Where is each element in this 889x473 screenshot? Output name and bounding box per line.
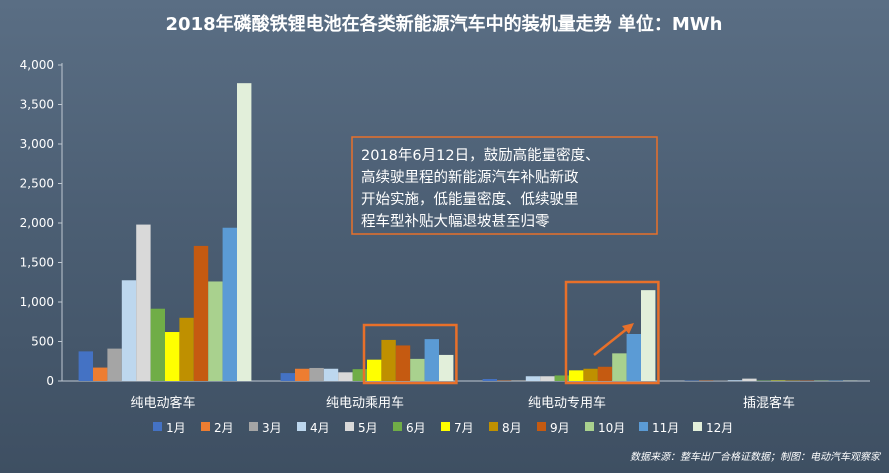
bar [208,281,223,381]
y-tick-label: 3,000 [20,137,54,151]
bar [439,354,454,381]
legend-label: 4月 [310,421,330,435]
bar [93,367,108,381]
bar [367,359,382,381]
legend-label: 10月 [598,421,625,435]
legend-swatch [153,422,162,431]
legend-label: 5月 [358,421,378,435]
legend-swatch [693,422,702,431]
bar [193,245,209,381]
bar [641,290,656,381]
legend-label: 9月 [550,421,570,435]
bar [237,83,252,382]
bar [395,345,411,381]
bars [78,83,858,382]
bar [107,348,122,381]
bar [482,379,497,381]
legend-label: 2月 [214,421,234,435]
bar [612,353,627,381]
legend-swatch [585,422,594,431]
y-tick-label: 1,500 [20,256,54,270]
y-tick-label: 3,500 [20,98,54,112]
bar [165,332,180,381]
category-label: 纯电动乘用车 [326,395,404,411]
y-tick-label: 0 [46,374,54,388]
annotation-line: 开始实施，低能量密度、低续驶里 [361,191,579,208]
annotation-line: 2018年6月12日，鼓励高能量密度、 [361,147,600,164]
category-label: 纯电动专用车 [528,395,606,411]
arrow-head [622,323,634,334]
bar [569,370,584,381]
highlight-box [362,323,458,385]
legend-label: 3月 [262,421,282,435]
bar [136,224,151,381]
highlight-box [564,280,660,385]
bar [150,308,165,381]
bar [179,317,194,381]
bar [727,380,743,381]
x-axis: 纯电动客车 纯电动乘用车 纯电动专用车 插混客车 [130,395,795,411]
bar [597,366,613,381]
legend-label: 8月 [502,421,522,435]
y-tick-label: 4,000 [20,58,54,72]
bar [309,367,324,381]
annotation-line: 程车型补贴大幅退坡甚至归零 [361,213,550,230]
annotation-box: 2018年6月12日，鼓励高能量密度、 高续驶里程的新能源汽车补贴新政 开始实施… [351,136,658,235]
bar [424,339,439,381]
bar [410,358,425,381]
bar [121,280,137,381]
legend-swatch [441,422,450,431]
bar [381,339,396,381]
category-label: 纯电动客车 [130,395,195,411]
chart-title: 2018年磷酸铁锂电池在各类新能源汽车中的装机量走势 单位：MWh [166,13,723,35]
legend-swatch [201,422,210,431]
y-tick-label: 500 [31,335,54,349]
bar [78,351,93,382]
y-tick-label: 1,000 [20,295,54,309]
source-note: 数据来源：整车出厂合格证数据；制图：电动汽车观察家 [630,451,882,463]
annotation-line: 高续驶里程的新能源汽车补贴新政 [361,169,579,186]
legend-swatch [639,422,648,431]
bar [554,375,569,381]
legend-swatch [537,422,546,431]
category-label: 插混客车 [743,395,795,411]
legend-swatch [297,422,306,431]
legend-swatch [393,422,402,431]
legend-swatch [345,422,354,431]
y-tick-label: 2,500 [20,177,54,191]
bar [323,368,339,381]
y-tick-label: 2,000 [20,216,54,230]
bar [338,372,353,381]
bar [511,380,526,381]
bar [742,378,757,381]
bar [222,227,237,381]
legend-label: 11月 [652,421,679,435]
legend-label: 1月 [166,421,186,435]
highlights [362,280,660,385]
bar [583,368,598,381]
bar [280,373,295,381]
bar [352,369,367,381]
legend: 1月 2月 3月 4月 5月 6月 7月 8月 9月 10月 11月 12月 [153,421,733,435]
legend-label: 12月 [706,421,733,435]
bar [525,376,541,381]
trend-arrow [593,327,629,356]
legend-swatch [249,422,258,431]
bar [626,334,641,381]
bar [295,368,310,381]
legend-swatch [489,422,498,431]
bar [540,376,555,381]
legend-label: 6月 [406,421,426,435]
legend-label: 7月 [454,421,474,435]
